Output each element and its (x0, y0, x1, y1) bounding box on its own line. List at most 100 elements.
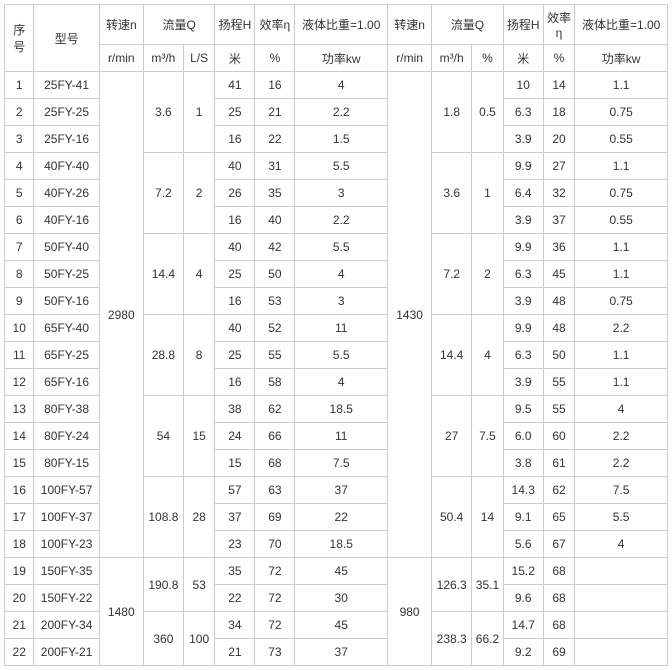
cell-h1: 16 (215, 288, 255, 315)
cell-p2: 7.5 (575, 477, 668, 504)
th-sub-kw2: 功率kw (575, 45, 668, 72)
cell-q2b: 35.1 (472, 558, 504, 612)
cell-p1: 5.5 (295, 153, 388, 180)
table-row: 19150FY-351480190.853357245980126.335.11… (5, 558, 668, 585)
cell-rpm2: 980 (388, 558, 432, 666)
cell-seq: 3 (5, 126, 34, 153)
cell-p1: 4 (295, 369, 388, 396)
cell-e1: 72 (255, 558, 295, 585)
cell-p1: 5.5 (295, 234, 388, 261)
th-sub-kw1: 功率kw (295, 45, 388, 72)
th-sub-m1: 米 (215, 45, 255, 72)
cell-seq: 6 (5, 207, 34, 234)
cell-e1: 62 (255, 396, 295, 423)
cell-e2: 14 (543, 72, 575, 99)
cell-seq: 20 (5, 585, 34, 612)
th-sg1: 液体比重=1.00 (295, 5, 388, 45)
cell-p2: 1.1 (575, 342, 668, 369)
cell-seq: 7 (5, 234, 34, 261)
cell-model: 50FY-25 (34, 261, 99, 288)
th-rpm2: 转速n (388, 5, 432, 45)
cell-e1: 53 (255, 288, 295, 315)
cell-e2: 68 (543, 585, 575, 612)
cell-e1: 42 (255, 234, 295, 261)
cell-p1: 5.5 (295, 342, 388, 369)
cell-q2b: 1 (472, 153, 504, 234)
cell-p1: 2.2 (295, 207, 388, 234)
cell-h2: 6.0 (503, 423, 543, 450)
cell-p1: 18.5 (295, 396, 388, 423)
cell-p2 (575, 639, 668, 666)
cell-p2: 0.75 (575, 99, 668, 126)
cell-h2: 3.8 (503, 450, 543, 477)
cell-h2: 9.2 (503, 639, 543, 666)
th-head1: 扬程H (215, 5, 255, 45)
cell-p2: 0.55 (575, 126, 668, 153)
cell-model: 80FY-24 (34, 423, 99, 450)
cell-seq: 5 (5, 180, 34, 207)
cell-q2b: 66.2 (472, 612, 504, 666)
cell-p2: 1.1 (575, 72, 668, 99)
cell-seq: 13 (5, 396, 34, 423)
cell-q1a: 7.2 (143, 153, 183, 234)
cell-h1: 24 (215, 423, 255, 450)
cell-h1: 40 (215, 234, 255, 261)
cell-e2: 36 (543, 234, 575, 261)
cell-q1a: 3.6 (143, 72, 183, 153)
cell-h1: 38 (215, 396, 255, 423)
cell-q2b: 14 (472, 477, 504, 558)
cell-e2: 20 (543, 126, 575, 153)
cell-seq: 11 (5, 342, 34, 369)
cell-e2: 65 (543, 504, 575, 531)
th-rpm1: 转速n (99, 5, 143, 45)
cell-seq: 1 (5, 72, 34, 99)
cell-p1: 2.2 (295, 99, 388, 126)
pump-spec-table: 序 号 型号 转速n 流量Q 扬程H 效率η 液体比重=1.00 转速n 流量Q… (4, 4, 668, 666)
cell-p1: 30 (295, 585, 388, 612)
cell-e2: 32 (543, 180, 575, 207)
cell-q2a: 27 (432, 396, 472, 477)
cell-e2: 62 (543, 477, 575, 504)
cell-q2b: 7.5 (472, 396, 504, 477)
th-flow2: 流量Q (432, 5, 504, 45)
cell-h2: 9.9 (503, 315, 543, 342)
cell-h2: 3.9 (503, 126, 543, 153)
cell-q1a: 190.8 (143, 558, 183, 612)
cell-p1: 22 (295, 504, 388, 531)
cell-h1: 25 (215, 99, 255, 126)
cell-e1: 68 (255, 450, 295, 477)
cell-p1: 45 (295, 558, 388, 585)
cell-p1: 1.5 (295, 126, 388, 153)
cell-h1: 23 (215, 531, 255, 558)
cell-e2: 37 (543, 207, 575, 234)
table-row: 125FY-4129803.614116414301.80.510141.1 (5, 72, 668, 99)
th-sub-m3h2: m³/h (432, 45, 472, 72)
cell-h1: 22 (215, 585, 255, 612)
cell-e2: 27 (543, 153, 575, 180)
cell-h2: 9.9 (503, 234, 543, 261)
cell-model: 100FY-37 (34, 504, 99, 531)
cell-h2: 3.9 (503, 207, 543, 234)
cell-h1: 15 (215, 450, 255, 477)
cell-h1: 40 (215, 315, 255, 342)
cell-e1: 21 (255, 99, 295, 126)
cell-h1: 25 (215, 342, 255, 369)
cell-seq: 19 (5, 558, 34, 585)
cell-p2: 0.75 (575, 288, 668, 315)
cell-h2: 9.6 (503, 585, 543, 612)
cell-seq: 8 (5, 261, 34, 288)
cell-h2: 6.3 (503, 342, 543, 369)
cell-rpm1: 1480 (99, 558, 143, 666)
cell-q1a: 360 (143, 612, 183, 666)
cell-h2: 14.7 (503, 612, 543, 639)
cell-e1: 70 (255, 531, 295, 558)
cell-h2: 15.2 (503, 558, 543, 585)
th-sub-pct1: % (255, 45, 295, 72)
cell-e2: 60 (543, 423, 575, 450)
cell-p2: 4 (575, 531, 668, 558)
cell-model: 50FY-40 (34, 234, 99, 261)
cell-model: 150FY-35 (34, 558, 99, 585)
cell-seq: 2 (5, 99, 34, 126)
cell-seq: 17 (5, 504, 34, 531)
cell-p2 (575, 612, 668, 639)
